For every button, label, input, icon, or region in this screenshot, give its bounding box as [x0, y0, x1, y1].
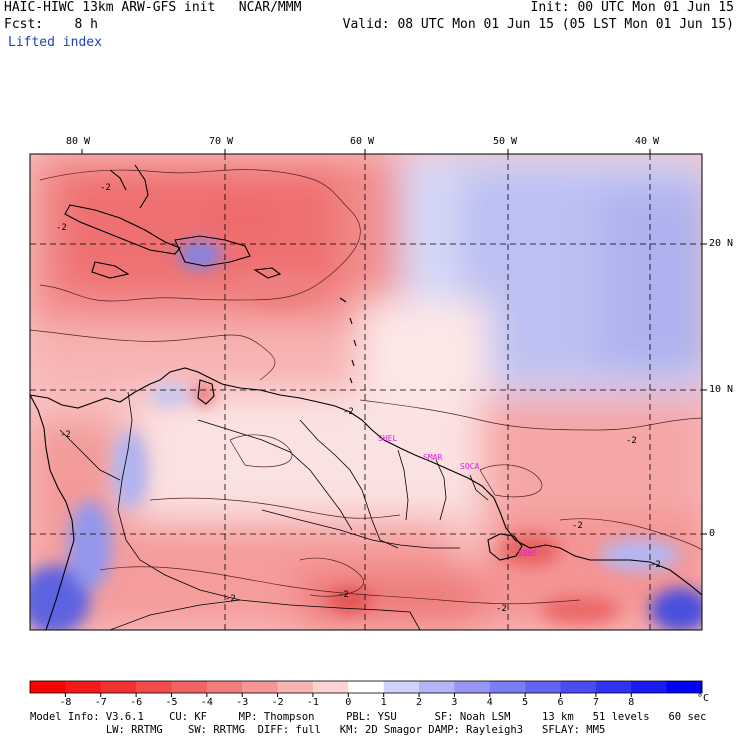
- colorbar-tick-label: -6: [130, 697, 143, 708]
- colorbar-swatch: [65, 681, 102, 693]
- lat-label-20n: 20 N: [709, 238, 734, 249]
- map-frame: [29, 153, 703, 631]
- contour-label: -2: [626, 436, 637, 446]
- colorbar-swatch: [136, 681, 172, 693]
- colorbar-tick-label: 2: [416, 697, 423, 708]
- station-label: SBBE: [518, 549, 538, 558]
- colorbar-tick-label: -7: [94, 697, 107, 708]
- colorbar-tick-label: 8: [628, 697, 635, 708]
- colorbar-swatch: [666, 681, 703, 693]
- contour-label: -2: [338, 590, 349, 600]
- lon-label-50w: 50 W: [493, 136, 518, 147]
- contour-label: -2: [496, 604, 507, 614]
- contours: [30, 169, 702, 605]
- colorbar-tick-label: 4: [486, 697, 493, 708]
- station-label: SMAR: [423, 453, 443, 462]
- lon-label-40w: 40 W: [635, 136, 660, 147]
- model-title: HAIC-HIWC 13km ARW-GFS init NCAR/MMM: [4, 0, 302, 15]
- model-info-line-2: LW: RRTMG SW: RRTMG DIFF: full KM: 2D Sm…: [30, 724, 606, 736]
- lon-label-70w: 70 W: [209, 136, 234, 147]
- colorbar-swatch: [454, 681, 491, 693]
- colorbar-swatch: [560, 681, 597, 693]
- colorbar-tick-label: 7: [592, 697, 599, 708]
- colorbar-swatch: [525, 681, 562, 693]
- colorbar-tick-label: -2: [271, 697, 284, 708]
- colorbar-swatch: [631, 681, 668, 693]
- colorbar-swatch: [100, 681, 137, 693]
- contour-label: -2: [100, 183, 111, 193]
- contour-label: -2: [60, 430, 71, 440]
- colorbar-tick-label: 6: [557, 697, 564, 708]
- colorbar-swatch: [171, 681, 208, 693]
- contour-label: -2: [56, 223, 67, 233]
- colorbar-swatch: [242, 681, 279, 693]
- colorbar-unit: °C: [697, 693, 710, 704]
- colorbar-swatch: [206, 681, 243, 693]
- country-borders: [59, 391, 489, 630]
- colorbar-tick-label: 3: [451, 697, 458, 708]
- colorbar-swatch: [312, 681, 349, 693]
- contour-label: -2: [572, 521, 583, 531]
- field-name: Lifted index: [8, 35, 102, 50]
- model-info-line-1: Model Info: V3.6.1 CU: KF MP: Thompson P…: [30, 711, 707, 723]
- contour-label: -2: [650, 560, 661, 570]
- colorbar-swatch: [595, 681, 632, 693]
- colorbar-swatch: [30, 681, 66, 693]
- valid-time: Valid: 08 UTC Mon 01 Jun 15 (05 LST Mon …: [342, 17, 734, 32]
- graticule: [30, 154, 702, 630]
- station-label: SOCA: [460, 462, 480, 471]
- contour-label: -2: [343, 407, 354, 417]
- map-field: [30, 154, 702, 630]
- colorbar: [29, 680, 703, 697]
- contour-label: -2: [225, 594, 236, 604]
- colorbar-tick-label: -5: [165, 697, 178, 708]
- frame-ticks: [81, 149, 707, 535]
- colorbar-tick-label: -4: [200, 697, 213, 708]
- colorbar-swatch: [348, 681, 385, 693]
- forecast-hour: Fcst: 8 h: [4, 17, 98, 32]
- station-label: SHEL: [378, 434, 398, 443]
- colorbar-tick-label: -1: [306, 697, 319, 708]
- lat-label-10n: 10 N: [709, 384, 734, 395]
- colorbar-swatch: [383, 681, 420, 693]
- colorbar-tick-label: 0: [345, 697, 352, 708]
- lon-label-60w: 60 W: [350, 136, 375, 147]
- colorbar-swatch: [277, 681, 314, 693]
- init-time: Init: 00 UTC Mon 01 Jun 15: [530, 0, 735, 15]
- colorbar-swatch: [489, 681, 526, 693]
- lat-label-0: 0: [709, 528, 716, 539]
- colorbar-tick-label: -3: [236, 697, 249, 708]
- lon-label-80w: 80 W: [66, 136, 91, 147]
- colorbar-frame: [29, 680, 703, 694]
- colorbar-tick-label: 1: [380, 697, 387, 708]
- colorbar-swatch: [419, 681, 455, 693]
- colorbar-tick-label: 5: [522, 697, 529, 708]
- colorbar-tick-label: -8: [59, 697, 72, 708]
- coastlines: [30, 164, 702, 630]
